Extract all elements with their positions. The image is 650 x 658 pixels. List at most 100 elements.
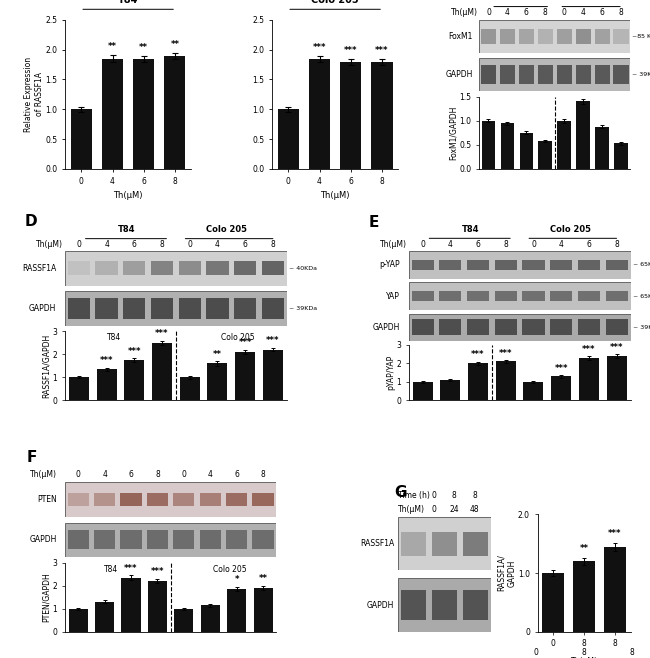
Text: 4: 4 [208, 470, 213, 479]
Bar [71, 109, 92, 169]
Bar [68, 493, 89, 506]
Bar [468, 363, 488, 400]
Bar [226, 530, 247, 549]
Text: 8: 8 [543, 8, 548, 17]
Bar [439, 319, 462, 336]
Bar [96, 297, 118, 319]
Bar [595, 64, 610, 84]
Bar [550, 291, 572, 301]
Text: **: ** [259, 574, 268, 583]
Text: 0: 0 [181, 470, 187, 479]
Text: **: ** [170, 40, 179, 49]
X-axis label: Th(μM): Th(μM) [320, 191, 350, 200]
Y-axis label: FoxM1/GAPDH: FoxM1/GAPDH [449, 106, 458, 160]
Bar [179, 261, 201, 275]
Text: 8: 8 [261, 470, 265, 479]
Text: ***: *** [239, 338, 252, 347]
Text: 0: 0 [77, 240, 81, 249]
Text: ***: *** [313, 43, 326, 52]
Bar [151, 297, 173, 319]
Text: 0: 0 [562, 8, 567, 17]
Bar [151, 261, 173, 275]
Text: ~ 65KDa: ~ 65KDa [632, 293, 650, 299]
Text: Time (h): Time (h) [398, 492, 430, 500]
Bar [252, 493, 274, 506]
Text: 4: 4 [104, 240, 109, 249]
Bar [340, 62, 361, 169]
Text: 0: 0 [531, 240, 536, 249]
Text: Colo 205: Colo 205 [213, 565, 246, 574]
Bar [576, 29, 591, 43]
Text: 4: 4 [215, 240, 220, 249]
Text: 6: 6 [234, 470, 239, 479]
Bar [523, 382, 543, 400]
Text: ~ 39KDa: ~ 39KDa [289, 306, 317, 311]
Bar [467, 319, 489, 336]
Text: FoxM1: FoxM1 [448, 32, 473, 41]
Bar [180, 377, 200, 400]
Text: 8: 8 [270, 240, 276, 249]
Text: 4: 4 [505, 8, 510, 17]
Bar [556, 29, 572, 43]
Bar [234, 261, 256, 275]
Bar [614, 64, 629, 84]
Bar [481, 64, 496, 84]
Bar [95, 601, 114, 632]
Bar [309, 59, 330, 169]
Bar [573, 561, 595, 632]
Text: ***: *** [344, 46, 358, 55]
Bar [578, 319, 600, 336]
Bar [579, 358, 599, 400]
Bar [496, 361, 515, 400]
Bar [234, 297, 256, 319]
Bar [120, 493, 142, 506]
Bar [578, 291, 600, 301]
Text: 0: 0 [431, 492, 436, 500]
Y-axis label: RASSF1A/
GAPDH: RASSF1A/ GAPDH [497, 555, 517, 592]
Bar [122, 578, 140, 632]
Bar [432, 590, 457, 620]
Text: 8: 8 [472, 492, 476, 500]
Bar [200, 493, 221, 506]
Text: ***: *** [610, 343, 623, 352]
Text: 6: 6 [476, 240, 480, 249]
Text: GAPDH: GAPDH [29, 304, 56, 313]
Text: 4: 4 [580, 8, 586, 17]
Text: 4: 4 [559, 240, 564, 249]
Bar [576, 64, 591, 84]
Bar [152, 343, 172, 400]
Bar [201, 605, 220, 632]
Bar [604, 547, 626, 632]
Y-axis label: Relative Expression
of RASSF1A: Relative Expression of RASSF1A [25, 57, 44, 132]
Bar [500, 64, 515, 84]
Bar [207, 363, 227, 400]
Bar [147, 530, 168, 549]
Bar [263, 349, 283, 400]
Text: ***: *** [155, 329, 169, 338]
Text: Th(μM): Th(μM) [36, 240, 63, 249]
Text: ~85 KDa: ~85 KDa [632, 34, 650, 39]
Bar [538, 141, 552, 169]
Bar [595, 126, 609, 169]
Y-axis label: pYAP/YAP: pYAP/YAP [386, 355, 395, 390]
Bar [68, 530, 89, 549]
Text: ~ 65KDa: ~ 65KDa [632, 263, 650, 267]
Bar [200, 530, 221, 549]
Text: 0: 0 [431, 505, 436, 514]
Text: ~ 39KDa: ~ 39KDa [632, 72, 650, 77]
Text: p-YAP: p-YAP [379, 261, 400, 270]
Bar [523, 260, 545, 270]
Text: GAPDH: GAPDH [29, 535, 57, 544]
Text: PTEN: PTEN [37, 495, 57, 504]
Text: ***: *** [375, 46, 389, 55]
Text: Th(μM): Th(μM) [380, 240, 406, 249]
Text: RASSF1A: RASSF1A [360, 539, 395, 548]
Text: ~ 40KDa: ~ 40KDa [289, 266, 317, 271]
Bar [614, 143, 628, 169]
Text: ***: *** [582, 345, 595, 354]
Text: 8: 8 [630, 648, 635, 657]
Text: Th(μM): Th(μM) [29, 470, 57, 479]
Bar [133, 59, 154, 169]
Bar [439, 260, 462, 270]
Bar [495, 319, 517, 336]
